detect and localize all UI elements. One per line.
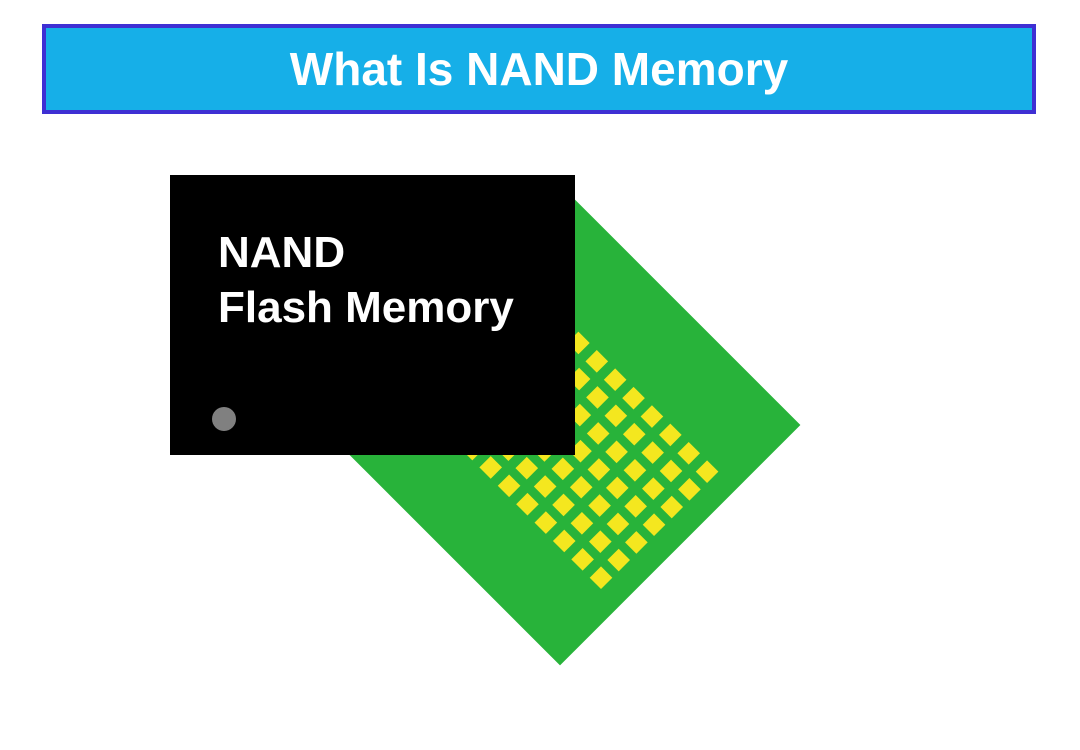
bga-contact bbox=[604, 368, 627, 391]
bga-contact bbox=[587, 386, 610, 409]
bga-contact bbox=[660, 459, 683, 482]
bga-contact bbox=[498, 474, 521, 497]
bga-contact bbox=[516, 456, 539, 479]
bga-contact bbox=[606, 476, 629, 499]
bga-contact bbox=[643, 513, 666, 536]
bga-contact bbox=[517, 493, 540, 516]
bga-contact bbox=[641, 405, 664, 428]
bga-contact bbox=[553, 493, 576, 516]
bga-contact bbox=[480, 456, 503, 479]
bga-contact bbox=[696, 460, 719, 483]
bga-contact bbox=[587, 422, 610, 445]
bga-contact bbox=[589, 494, 612, 517]
bga-contact bbox=[659, 423, 682, 446]
bga-contact bbox=[625, 495, 648, 518]
bga-contact bbox=[534, 475, 557, 498]
bga-contact bbox=[642, 477, 665, 500]
bga-contact bbox=[608, 548, 631, 571]
bga-contact bbox=[589, 530, 612, 553]
bga-contact bbox=[607, 512, 630, 535]
bga-contact bbox=[624, 459, 647, 482]
pin1-marker-dot bbox=[212, 407, 236, 431]
bga-contact bbox=[623, 423, 646, 446]
title-text: What Is NAND Memory bbox=[290, 42, 788, 96]
bga-contact bbox=[590, 566, 613, 589]
bga-contact bbox=[586, 350, 609, 373]
bga-contact bbox=[572, 548, 595, 571]
chip-label-text: NAND Flash Memory bbox=[218, 225, 514, 335]
bga-contact bbox=[642, 441, 665, 464]
bga-contact bbox=[570, 476, 593, 499]
bga-contact bbox=[678, 478, 701, 501]
bga-contact bbox=[552, 457, 575, 480]
bga-contact bbox=[588, 458, 611, 481]
bga-contact bbox=[553, 529, 576, 552]
bga-contact bbox=[678, 442, 701, 465]
bga-contact bbox=[606, 440, 629, 463]
bga-contact bbox=[535, 511, 558, 534]
bga-contact bbox=[571, 512, 594, 535]
title-banner: What Is NAND Memory bbox=[42, 24, 1036, 114]
bga-contact bbox=[625, 531, 648, 554]
bga-contact bbox=[623, 386, 646, 409]
bga-contact bbox=[605, 404, 628, 427]
black-chip-package: NAND Flash Memory bbox=[170, 175, 575, 455]
bga-contact bbox=[661, 495, 684, 518]
